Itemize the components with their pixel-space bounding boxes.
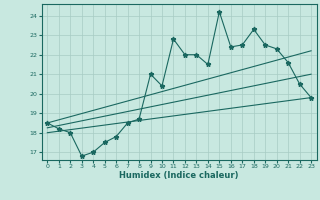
X-axis label: Humidex (Indice chaleur): Humidex (Indice chaleur) [119, 171, 239, 180]
